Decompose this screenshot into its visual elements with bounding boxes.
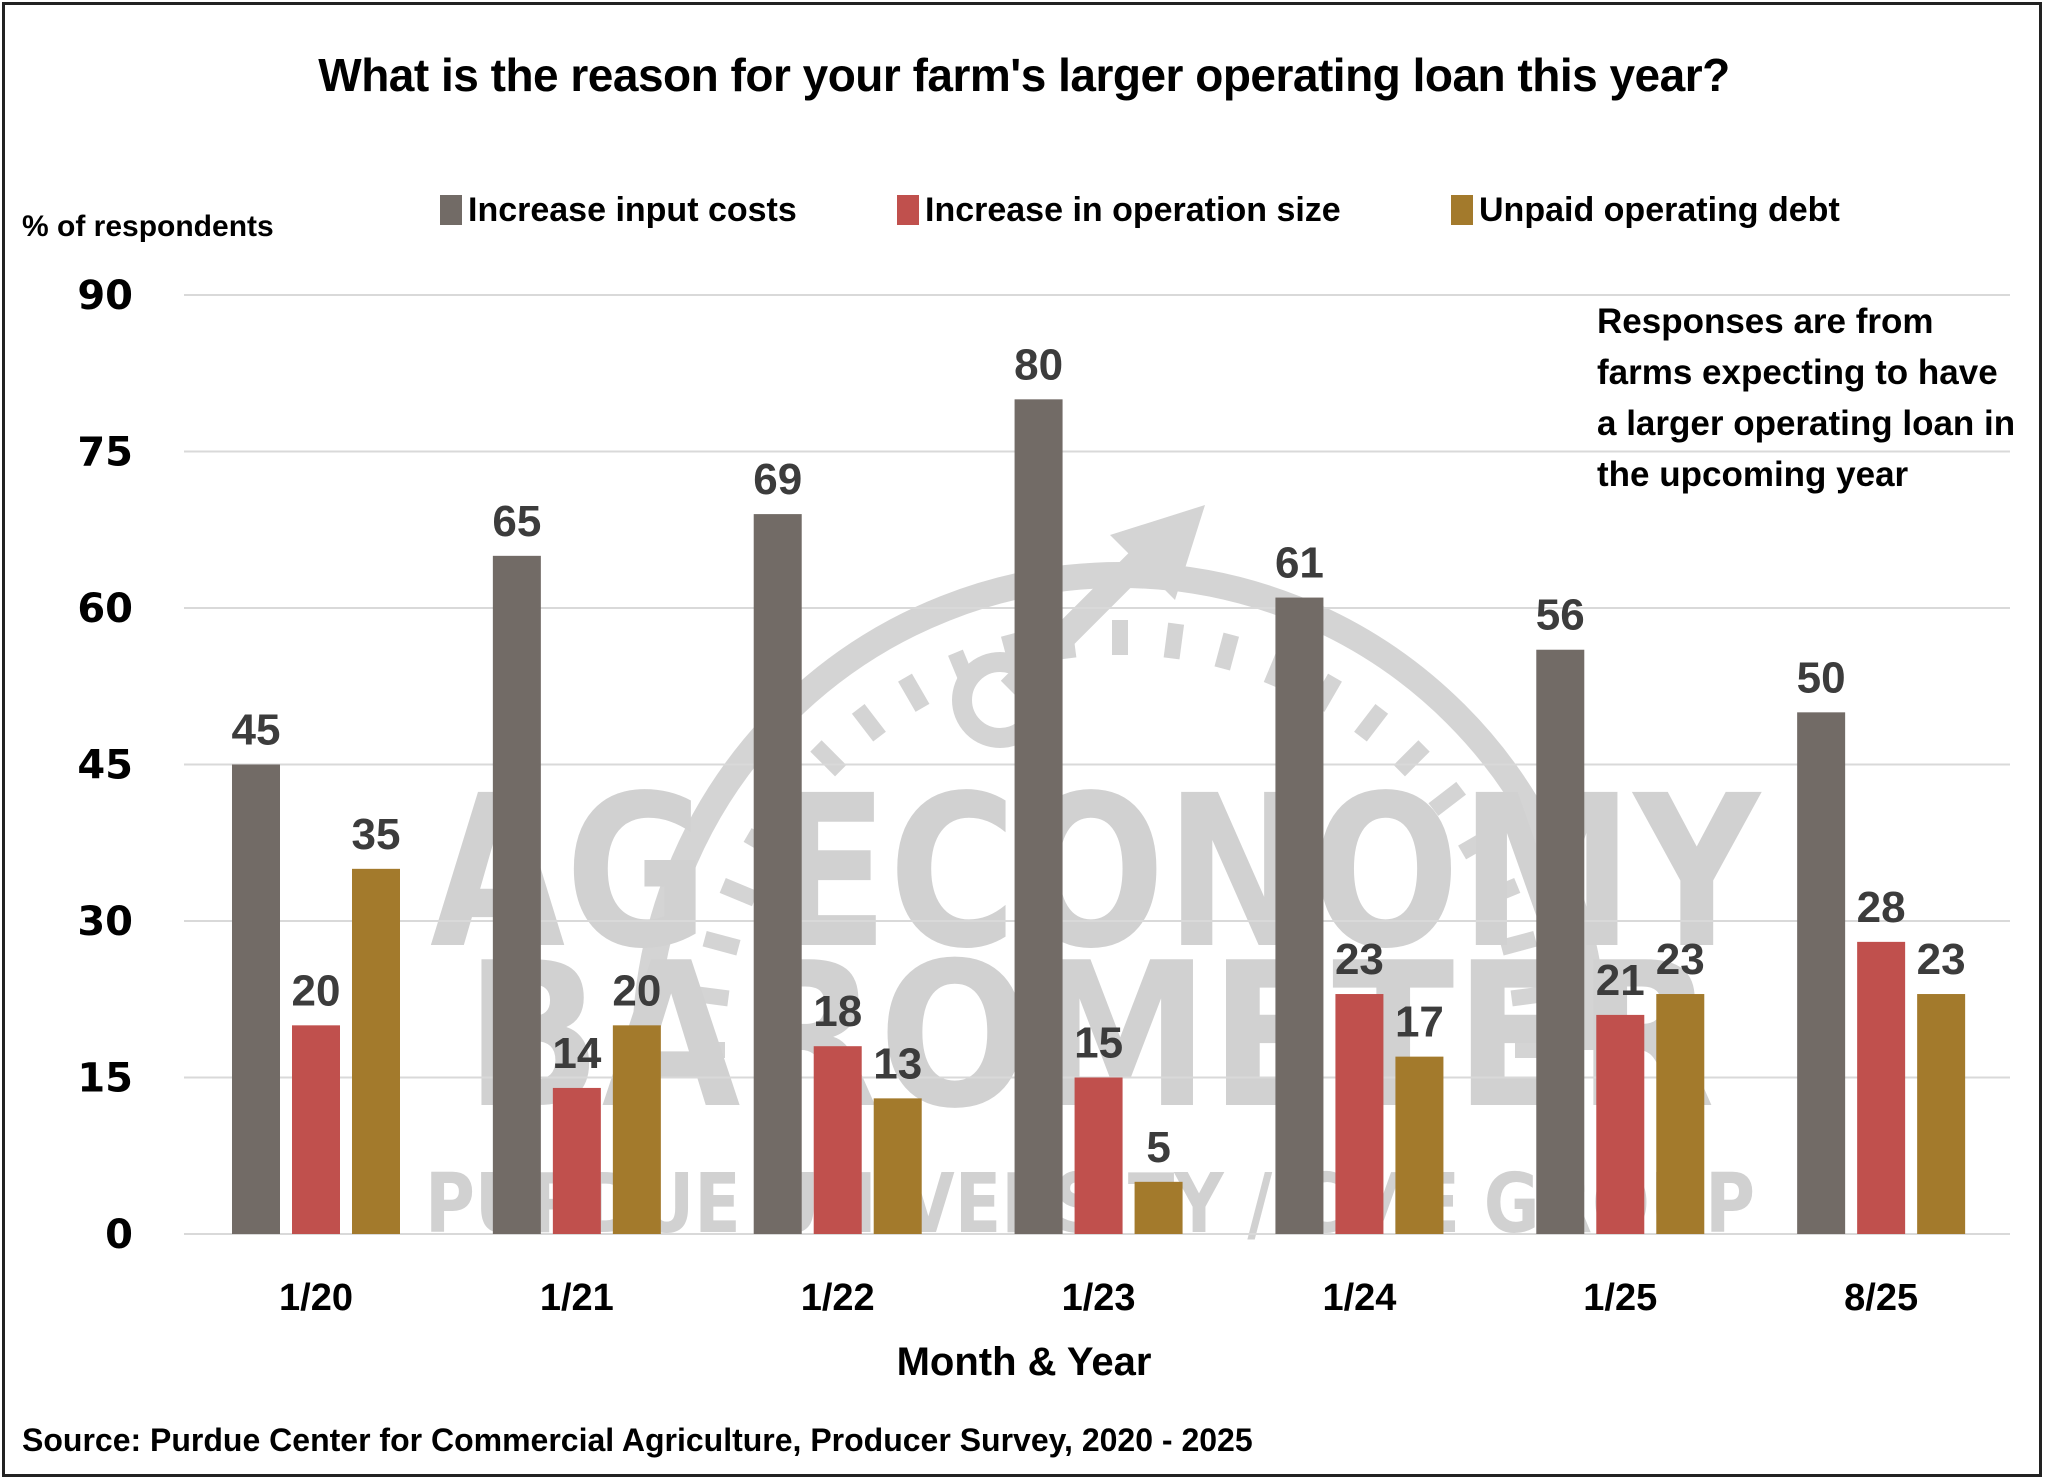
y-tick-label: 0: [105, 1212, 133, 1258]
bar: [1857, 941, 1906, 1234]
bar: [292, 1025, 340, 1234]
bar: [1134, 1181, 1183, 1234]
y-tick-label: 60: [77, 586, 133, 632]
x-axis-ticks: 1/20 1/21 1/22 1/23 1/24 1/25 8/25: [279, 1277, 1918, 1319]
x-tick-label: 1/24: [1322, 1277, 1396, 1319]
bar: [753, 514, 802, 1234]
bar: [1335, 994, 1384, 1234]
data-label: 23: [1335, 935, 1384, 984]
legend-item-unpaid-debt: Unpaid operating debt: [1451, 188, 1840, 232]
legend-swatch-red: [897, 195, 919, 225]
y-tick-label: 15: [77, 1056, 133, 1102]
y-tick-label: 90: [77, 273, 133, 319]
legend-item-input-costs: Increase input costs: [440, 188, 797, 232]
bar: [813, 1046, 862, 1234]
data-label: 23: [1656, 935, 1705, 984]
bar: [352, 868, 400, 1234]
chart-title: What is the reason for your farm's large…: [318, 49, 1730, 101]
y-tick-label: 75: [77, 430, 133, 476]
legend: Increase input costs Increase in operati…: [0, 188, 2048, 232]
x-tick-label: 8/25: [1844, 1277, 1918, 1319]
data-label: 80: [1014, 340, 1063, 389]
data-label: 35: [352, 810, 401, 859]
data-label: 23: [1917, 935, 1966, 984]
data-label: 5: [1146, 1123, 1170, 1172]
bar: [1395, 1056, 1444, 1234]
y-tick-label: 45: [77, 743, 133, 789]
data-label: 45: [232, 706, 281, 755]
y-axis-ticks: 0 15 30 45 60 75 90: [77, 273, 133, 1258]
legend-label: Increase input costs: [468, 190, 797, 229]
x-tick-label: 1/23: [1062, 1277, 1136, 1319]
x-axis-label: Month & Year: [896, 1340, 1152, 1384]
legend-swatch-gold: [1451, 195, 1473, 225]
data-label: 69: [753, 455, 802, 504]
y-tick-label: 30: [77, 899, 133, 945]
data-label: 15: [1074, 1019, 1123, 1068]
bar: [1596, 1014, 1645, 1234]
data-label: 14: [552, 1029, 601, 1078]
data-label: 13: [873, 1039, 922, 1088]
data-label: 65: [492, 497, 541, 546]
bar: [1917, 994, 1966, 1234]
bar: [612, 1025, 661, 1234]
legend-swatch-gray: [440, 195, 462, 225]
source-note: Source: Purdue Center for Commercial Agr…: [22, 1422, 1253, 1458]
bar: [232, 764, 280, 1234]
gridlines: [184, 294, 2010, 1235]
bar: [1014, 399, 1063, 1234]
x-tick-label: 1/21: [540, 1277, 614, 1319]
data-label: 56: [1536, 591, 1585, 640]
x-tick-label: 1/20: [279, 1277, 353, 1319]
x-tick-label: 1/25: [1583, 1277, 1657, 1319]
data-label: 50: [1797, 653, 1846, 702]
legend-label: Unpaid operating debt: [1479, 190, 1840, 229]
data-label: 17: [1395, 998, 1444, 1047]
bar: [552, 1087, 601, 1234]
bar: [1797, 712, 1846, 1234]
bar: [1275, 597, 1324, 1234]
bar: [1536, 649, 1585, 1234]
legend-label: Increase in operation size: [925, 190, 1341, 229]
bar: [873, 1098, 922, 1234]
data-label: 21: [1596, 956, 1645, 1005]
x-tick-label: 1/22: [801, 1277, 875, 1319]
data-label: 20: [292, 966, 341, 1015]
data-label: 18: [813, 987, 862, 1036]
data-label: 28: [1857, 883, 1906, 932]
bar: [1656, 994, 1705, 1234]
annotation-note: Responses are from farms expecting to ha…: [1597, 302, 2016, 494]
data-label: 20: [612, 966, 661, 1015]
y-axis-label: % of respondents: [22, 210, 274, 243]
data-label: 61: [1275, 539, 1324, 588]
bar: [1074, 1077, 1123, 1234]
bar: [492, 555, 541, 1234]
legend-item-operation-size: Increase in operation size: [897, 188, 1341, 232]
